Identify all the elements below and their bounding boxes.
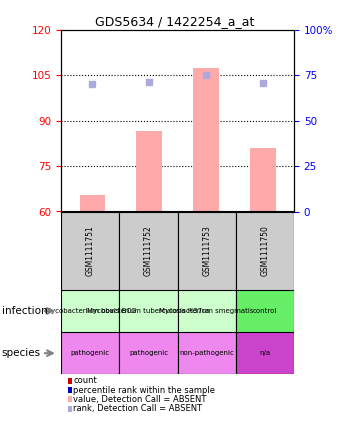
Text: GDS5634 / 1422254_a_at: GDS5634 / 1422254_a_at — [95, 15, 255, 28]
Bar — [68, 387, 72, 393]
Bar — [250, 148, 275, 212]
Text: value, Detection Call = ABSENT: value, Detection Call = ABSENT — [73, 395, 206, 404]
Text: Mycobacterium smegmatis: Mycobacterium smegmatis — [160, 308, 254, 314]
Text: n/a: n/a — [259, 350, 271, 356]
Bar — [119, 332, 177, 374]
Text: pathogenic: pathogenic — [71, 350, 110, 356]
Text: percentile rank within the sample: percentile rank within the sample — [73, 385, 215, 395]
Bar — [193, 68, 219, 212]
Text: GSM1111751: GSM1111751 — [86, 225, 95, 276]
Text: GSM1111753: GSM1111753 — [202, 225, 211, 276]
Bar — [61, 290, 119, 332]
Text: GSM1111752: GSM1111752 — [144, 225, 153, 276]
Text: count: count — [73, 376, 97, 385]
Bar — [177, 332, 236, 374]
Bar — [68, 378, 72, 384]
Bar — [236, 212, 294, 290]
Text: GSM1111750: GSM1111750 — [260, 225, 270, 276]
Text: species: species — [2, 348, 41, 358]
Bar — [80, 195, 105, 212]
Bar — [177, 290, 236, 332]
Bar — [236, 332, 294, 374]
Bar — [68, 396, 72, 402]
Bar — [236, 290, 294, 332]
Text: infection: infection — [2, 306, 47, 316]
Text: non-pathogenic: non-pathogenic — [179, 350, 234, 356]
Bar — [136, 131, 162, 212]
Bar — [61, 212, 119, 290]
Text: Mycobacterium bovis BCG: Mycobacterium bovis BCG — [44, 308, 136, 314]
Text: Mycobacterium tuberculosis H37ra: Mycobacterium tuberculosis H37ra — [88, 308, 210, 314]
Bar — [119, 290, 177, 332]
Text: control: control — [253, 308, 277, 314]
Text: pathogenic: pathogenic — [129, 350, 168, 356]
Bar — [177, 212, 236, 290]
Text: rank, Detection Call = ABSENT: rank, Detection Call = ABSENT — [73, 404, 202, 413]
Bar — [119, 212, 177, 290]
Bar — [61, 332, 119, 374]
Bar — [68, 406, 72, 412]
